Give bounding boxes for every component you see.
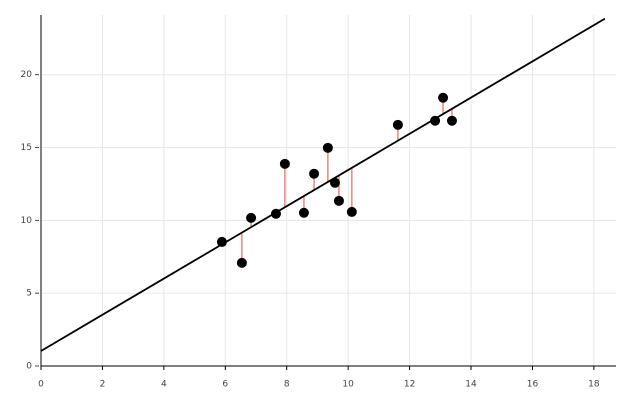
point <box>270 208 281 219</box>
x-tick-label: 10 <box>342 380 354 390</box>
point <box>329 177 340 188</box>
point <box>438 92 449 103</box>
x-tick-label: 0 <box>38 380 44 390</box>
point <box>236 257 247 268</box>
x-tick-label: 14 <box>465 380 477 390</box>
x-tick-label: 6 <box>222 380 228 390</box>
x-tick-label: 16 <box>527 380 539 390</box>
point <box>446 115 457 126</box>
point <box>392 119 403 130</box>
y-tick-label: 0 <box>26 362 32 372</box>
point <box>279 158 290 169</box>
fit-line <box>40 17 606 352</box>
point <box>298 207 309 218</box>
point <box>309 168 320 179</box>
y-tick-label: 5 <box>26 289 32 299</box>
x-tick-label: 12 <box>404 380 415 390</box>
point <box>322 142 333 153</box>
y-tick-label: 20 <box>21 70 33 80</box>
x-tick-label: 4 <box>161 380 167 390</box>
point <box>246 212 257 223</box>
point <box>346 206 357 217</box>
x-tick-label: 8 <box>284 380 290 390</box>
x-tick-label: 2 <box>100 380 106 390</box>
y-tick-label: 15 <box>21 143 32 153</box>
point <box>430 115 441 126</box>
x-tick-label: 18 <box>588 380 600 390</box>
point <box>333 195 344 206</box>
y-tick-label: 10 <box>21 216 33 226</box>
point <box>216 236 227 247</box>
